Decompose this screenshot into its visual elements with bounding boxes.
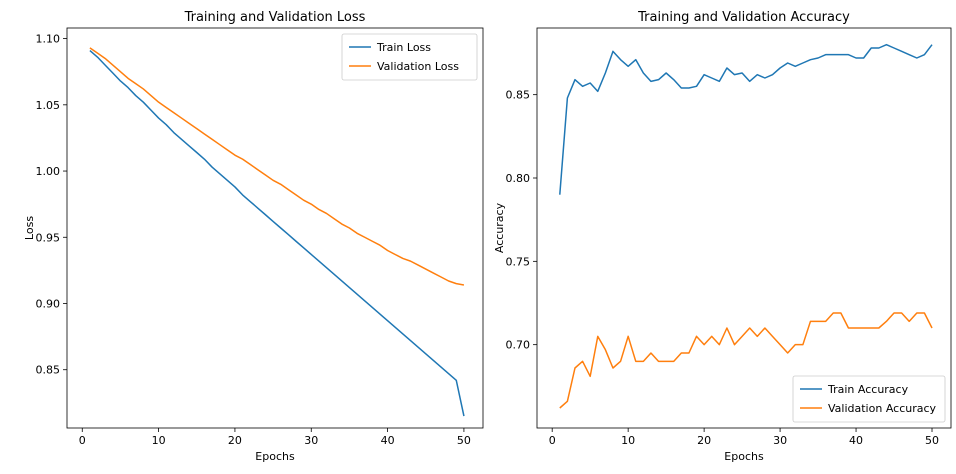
chart-panel-2: Training and Validation Accuracy 0 10 20 30 4… bbox=[493, 10, 952, 463]
legend-label: Validation Loss bbox=[377, 60, 459, 73]
x-axis-label: Epochs bbox=[255, 450, 295, 463]
x-tick-label: 10 bbox=[621, 434, 635, 447]
legend-label: Train Accuracy bbox=[827, 383, 909, 396]
y-tick-label: 0.85 bbox=[506, 89, 531, 102]
x-tick-label: 40 bbox=[381, 434, 395, 447]
y-tick-label: 0.90 bbox=[36, 297, 61, 310]
y-axis-label: Loss bbox=[23, 216, 36, 240]
chart-panel-1: Training and Validation Loss 0 10 20 30 40 50 0… bbox=[23, 10, 484, 463]
legend-label: Train Loss bbox=[376, 41, 431, 54]
legend: Train Loss Validation Loss bbox=[341, 33, 478, 81]
y-tick-label: 0.95 bbox=[36, 231, 61, 244]
y-axis-label: Accuracy bbox=[493, 202, 506, 253]
y-tick-label: 0.80 bbox=[506, 172, 531, 185]
chart-title: Training and Validation Loss bbox=[184, 10, 366, 25]
x-tick-label: 20 bbox=[228, 434, 242, 447]
x-tick-label: 50 bbox=[925, 434, 939, 447]
legend-box bbox=[341, 33, 478, 81]
x-axis-label: Epochs bbox=[724, 450, 764, 463]
y-tick-label: 0.70 bbox=[506, 339, 531, 352]
plot-frame bbox=[536, 27, 952, 429]
y-tick-label: 0.75 bbox=[506, 255, 531, 268]
x-tick-label: 20 bbox=[697, 434, 711, 447]
y-tick-label: 0.85 bbox=[36, 364, 61, 377]
x-tick-label: 30 bbox=[304, 434, 318, 447]
plot-frame bbox=[66, 27, 484, 429]
series-line-train-loss bbox=[89, 49, 465, 417]
y-tick-label: 1.00 bbox=[36, 165, 61, 178]
x-tick-label: 40 bbox=[849, 434, 863, 447]
x-tick-label: 0 bbox=[549, 434, 556, 447]
x-tick-label: 10 bbox=[152, 434, 166, 447]
x-tick-label: 50 bbox=[457, 434, 471, 447]
x-tick-label: 0 bbox=[79, 434, 86, 447]
series-line-train-accuracy bbox=[559, 43, 933, 195]
series-line-validation-accuracy bbox=[559, 312, 933, 409]
y-tick-label: 1.10 bbox=[36, 33, 61, 46]
legend-label: Validation Accuracy bbox=[828, 402, 937, 415]
series-line-validation-loss bbox=[89, 47, 465, 286]
chart-title: Training and Validation Accuracy bbox=[637, 10, 850, 25]
x-tick-label: 30 bbox=[773, 434, 787, 447]
legend-box bbox=[792, 375, 946, 423]
y-tick-label: 1.05 bbox=[36, 99, 61, 112]
legend: Train Accuracy Validation Accuracy bbox=[792, 375, 946, 423]
